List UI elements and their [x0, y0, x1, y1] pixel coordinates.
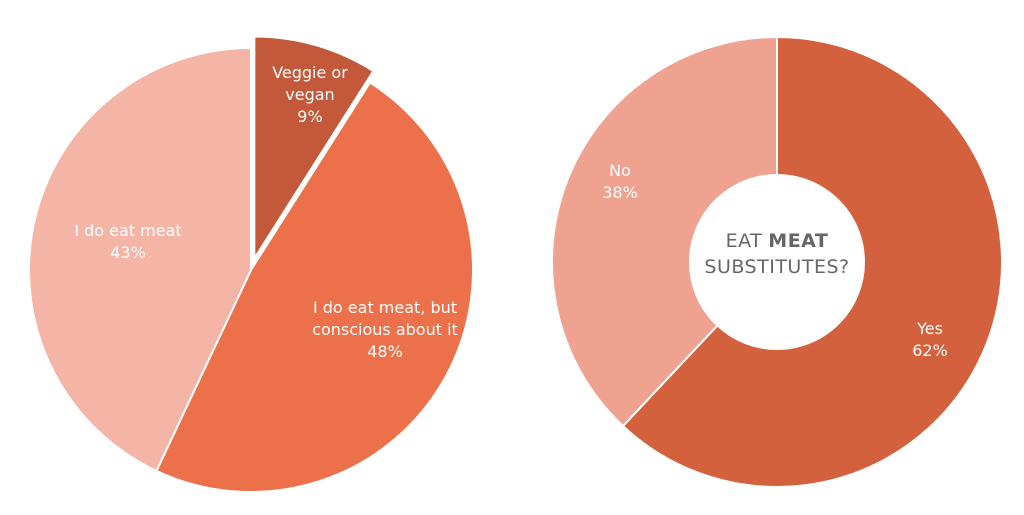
- value-label: 9%: [297, 107, 323, 126]
- category-label: I do eat meat, but conscious about it: [312, 298, 458, 339]
- value-label: 38%: [602, 183, 638, 202]
- slice: [551, 35, 778, 428]
- category-label: I do eat meat: [74, 221, 182, 240]
- category-label: Yes: [917, 319, 943, 338]
- title-part: SUBSTITUTES?: [704, 256, 850, 278]
- slice: [28, 46, 252, 473]
- slice: [155, 81, 475, 493]
- value-label: 43%: [110, 243, 146, 262]
- value-label: 62%: [912, 341, 948, 360]
- slice: [253, 35, 375, 262]
- title-part: EAT: [725, 230, 763, 252]
- slice: [621, 35, 1003, 488]
- slice-label: No 38%: [570, 160, 670, 204]
- value-label: 48%: [367, 342, 403, 361]
- title-part: MEAT: [768, 230, 829, 252]
- slice-label: Veggie or vegan 9%: [265, 62, 355, 128]
- slice-label: I do eat meat 43%: [48, 220, 208, 264]
- donut-center-title: EAT MEAT SUBSTITUTES?: [697, 228, 857, 280]
- slice-label: I do eat meat, but conscious about it 48%: [305, 297, 465, 363]
- category-label: Veggie or vegan: [272, 63, 348, 104]
- slice-label: Yes 62%: [880, 318, 980, 362]
- category-label: No: [609, 161, 631, 180]
